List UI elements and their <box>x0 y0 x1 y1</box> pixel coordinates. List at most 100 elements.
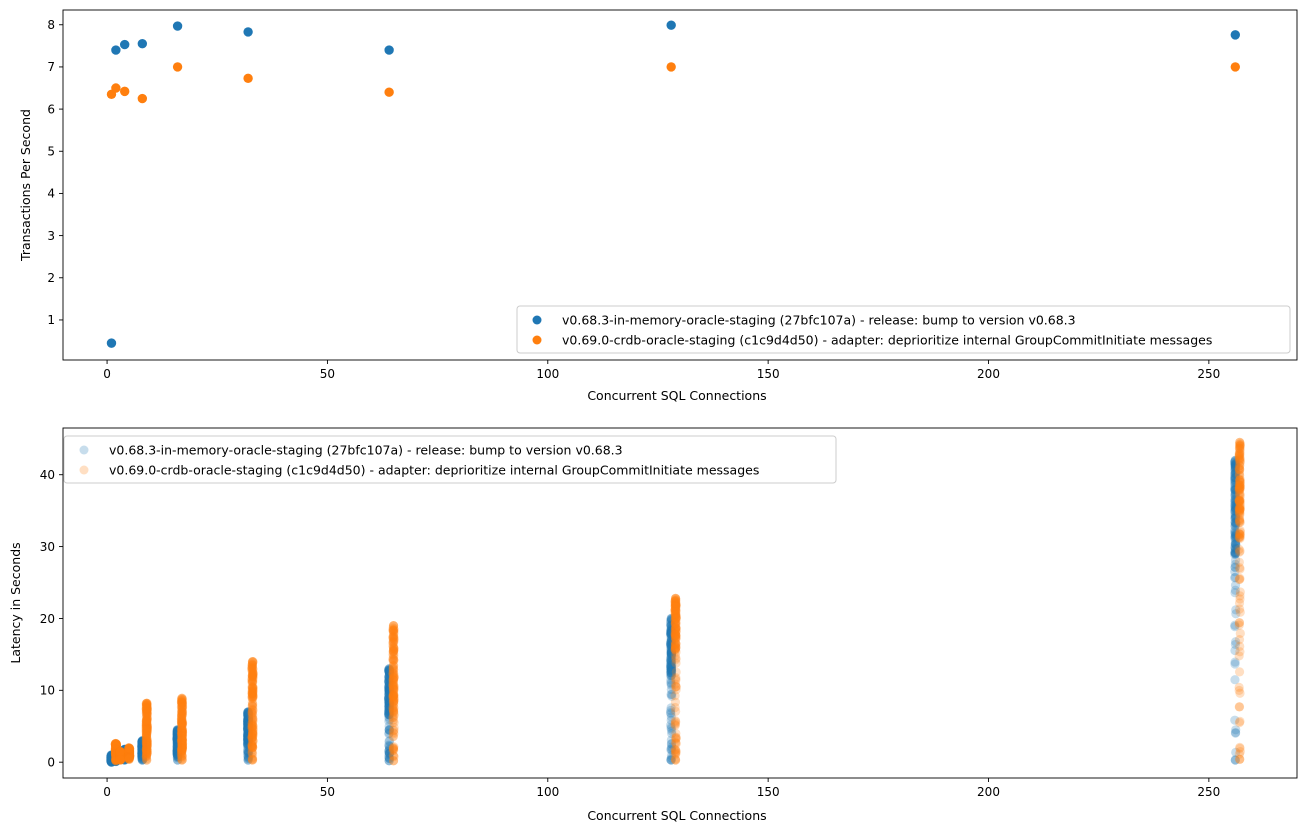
latency-data-point <box>1234 468 1245 478</box>
latency-data-point <box>1234 504 1244 514</box>
latency-data-point <box>247 699 258 709</box>
latency-data-point <box>141 735 151 745</box>
latency-data-point <box>243 735 253 745</box>
latency-data-point <box>142 719 152 729</box>
latency-data-point <box>670 610 681 620</box>
latency-data-point <box>242 724 253 734</box>
latency-data-point <box>243 720 253 730</box>
latency-data-point <box>138 748 148 758</box>
latency-data-point <box>177 719 187 730</box>
latency-data-point <box>137 746 147 757</box>
latency-data-point <box>1231 605 1241 615</box>
latency-data-point <box>384 740 394 750</box>
latency-data-point <box>1231 609 1241 619</box>
latency-data-point <box>177 745 187 755</box>
latency-data-point <box>243 721 253 731</box>
latency-data-point <box>1235 464 1245 475</box>
latency-data-point <box>142 736 152 746</box>
latency-data-point <box>177 738 187 749</box>
latency-data-point <box>177 746 187 756</box>
latency-data-point <box>172 742 182 752</box>
latency-data-point <box>384 746 394 756</box>
latency-data-point <box>1235 510 1245 520</box>
latency-data-point <box>1230 573 1240 583</box>
latency-data-point <box>383 708 394 719</box>
latency-data-point <box>666 648 677 659</box>
latency-data-point <box>384 702 394 712</box>
latency-data-point <box>247 741 258 751</box>
latency-data-point <box>142 715 152 726</box>
latency-data-point <box>384 694 394 704</box>
latency-data-point <box>248 699 258 709</box>
latency-data-point <box>177 725 187 735</box>
latency-data-point <box>243 727 254 737</box>
latency-data-point <box>670 618 681 629</box>
latency-data-point <box>671 728 681 739</box>
latency-data-point <box>138 742 148 752</box>
latency-data-point <box>671 612 681 622</box>
latency-data-point <box>248 735 258 745</box>
latency-data-point <box>248 742 258 753</box>
latency-data-point <box>248 728 258 738</box>
latency-data-point <box>1231 725 1241 735</box>
latency-data-point <box>247 693 257 703</box>
latency-data-point <box>137 743 147 753</box>
latency-data-point <box>388 691 399 701</box>
latency-data-point <box>137 748 147 758</box>
latency-x-ticks: 0 50 100 150 200 250 <box>103 778 1220 799</box>
latency-data-point <box>172 742 182 752</box>
latency-data-point <box>138 746 148 756</box>
latency-data-point <box>248 729 258 739</box>
latency-data-point <box>1230 657 1240 667</box>
latency-data-point <box>1235 529 1245 539</box>
latency-data-point <box>1231 473 1241 483</box>
latency-data-point <box>388 673 398 683</box>
latency-data-point <box>172 745 183 756</box>
latency-data-point <box>177 729 187 739</box>
latency-data-point <box>247 688 257 699</box>
latency-data-point <box>247 733 257 743</box>
latency-data-point <box>242 739 253 749</box>
latency-data-point <box>388 680 398 690</box>
latency-data-point <box>173 732 183 742</box>
latency-data-point <box>137 743 147 754</box>
latency-data-point <box>142 736 152 747</box>
latency-data-point <box>666 647 676 657</box>
latency-data-point <box>172 746 182 756</box>
latency-data-point <box>671 626 681 636</box>
latency-data-point <box>384 700 394 710</box>
latency-data-point <box>142 740 152 751</box>
latency-data-point <box>666 643 676 654</box>
latency-data-point <box>248 691 258 701</box>
latency-data-point <box>243 745 253 756</box>
latency-data-point <box>1231 469 1241 479</box>
latency-data-point <box>247 722 257 732</box>
tps-data-point <box>1230 62 1241 72</box>
latency-data-point <box>384 683 394 694</box>
latency-data-point <box>177 735 188 745</box>
latency-data-point <box>248 692 258 702</box>
latency-data-point <box>384 699 394 709</box>
latency-data-point <box>142 710 152 720</box>
latency-data-point <box>388 632 398 642</box>
latency-data-point <box>173 747 183 757</box>
tps-x-tick-label: 50 <box>320 367 335 381</box>
latency-data-point <box>384 748 394 758</box>
latency-data-point <box>1235 496 1245 506</box>
latency-data-point <box>671 732 681 742</box>
tps-data-point <box>1230 30 1241 40</box>
latency-data-point <box>666 707 676 718</box>
latency-data-point <box>243 721 253 731</box>
latency-data-point <box>384 746 394 756</box>
latency-data-point <box>243 724 253 734</box>
latency-data-point <box>1230 529 1240 539</box>
latency-data-point <box>1230 480 1240 490</box>
latency-data-point <box>384 686 394 696</box>
latency-data-point <box>666 665 676 675</box>
latency-data-point <box>247 720 257 730</box>
latency-data-point <box>177 731 187 741</box>
latency-data-point <box>384 671 394 681</box>
latency-data-point <box>670 633 680 643</box>
latency-data-point <box>137 745 148 755</box>
latency-data-point <box>666 629 676 639</box>
